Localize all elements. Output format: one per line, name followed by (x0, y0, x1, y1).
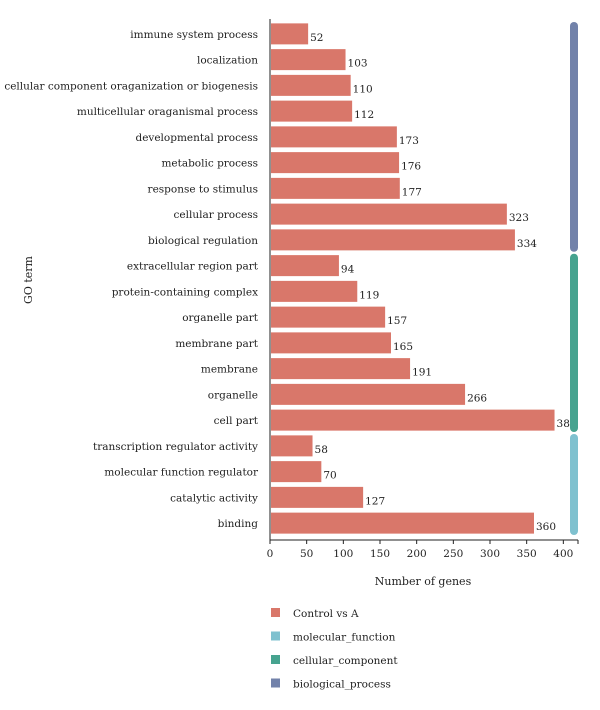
value-label-12: 165 (393, 341, 413, 353)
bar-9 (271, 255, 339, 277)
category-label-0: immune system process (130, 29, 258, 41)
bar-2 (271, 74, 351, 96)
value-label-6: 177 (402, 186, 422, 198)
bar-7 (271, 203, 507, 225)
bar-8 (271, 229, 515, 251)
legend-swatch-0 (271, 608, 280, 617)
value-label-18: 127 (365, 495, 385, 507)
value-label-10: 119 (359, 289, 379, 301)
value-label-11: 157 (387, 315, 407, 327)
value-label-1: 103 (348, 58, 368, 70)
x-tick-label-3: 150 (370, 548, 390, 560)
legend: Control vs A molecular_function cellular_c… (271, 608, 398, 691)
category-label-8: biological regulation (148, 235, 258, 247)
category-label-17: molecular function regulator (104, 467, 259, 479)
category-labels: immune system process localization cellula… (4, 29, 259, 530)
x-tick-label-6: 300 (480, 548, 500, 560)
category-label-19: binding (218, 518, 259, 530)
x-axis-title: Number of genes (375, 575, 472, 588)
category-label-14: organelle (208, 389, 258, 401)
value-label-8: 334 (517, 238, 537, 250)
category-label-18: catalytic activity (170, 492, 258, 504)
category-label-2: cellular component oraganization or biog… (4, 80, 258, 92)
value-label-7: 323 (509, 212, 529, 224)
value-label-4: 173 (399, 135, 419, 147)
bar-19 (271, 512, 534, 534)
group-bar-molecular_function (570, 434, 578, 535)
category-label-6: response to stimulus (148, 183, 258, 195)
x-tick-label-4: 200 (407, 548, 427, 560)
category-label-15: cell part (214, 415, 259, 427)
value-labels: 52 103 110 112 173 176 177 323 334 94 119 157 165 191… (310, 32, 576, 533)
legend-swatch-3 (271, 678, 280, 688)
bar-12 (271, 332, 391, 354)
value-label-2: 110 (353, 83, 373, 95)
value-label-9: 94 (341, 264, 355, 276)
bar-15 (271, 409, 555, 431)
group-bar-biological_process (570, 22, 578, 252)
bar-0 (271, 23, 309, 45)
value-label-0: 52 (310, 32, 323, 44)
y-axis-title: GO term (22, 255, 35, 303)
legend-label-1: molecular_function (293, 632, 396, 644)
group-bar-cellular_component (570, 253, 578, 432)
bar-6 (271, 177, 400, 199)
category-label-3: multicellular oraganismal process (77, 106, 258, 118)
bar-18 (271, 486, 364, 508)
legend-swatch-1 (271, 631, 280, 641)
x-tick-label-8: 400 (553, 548, 573, 560)
x-tick-label-0: 0 (267, 548, 274, 560)
value-label-3: 112 (354, 109, 374, 121)
category-label-13: membrane (201, 364, 258, 376)
value-label-13: 191 (412, 367, 432, 379)
category-label-10: protein-containing complex (112, 286, 258, 298)
x-tick-label-7: 350 (517, 548, 537, 560)
x-tick-label-1: 50 (300, 548, 313, 560)
bar-1 (271, 49, 346, 71)
bar-11 (271, 306, 386, 328)
bar-5 (271, 152, 400, 174)
legend-label-3: biological_process (293, 679, 391, 691)
category-label-12: membrane part (175, 338, 258, 350)
category-label-11: organelle part (182, 312, 259, 324)
x-axis-ticks: 0 50 100 150 200 250 300 350 400 (267, 540, 579, 560)
bar-14 (271, 383, 466, 405)
value-label-19: 360 (536, 521, 556, 533)
value-label-5: 176 (401, 161, 421, 173)
bar-13 (271, 358, 411, 380)
category-label-5: metabolic process (161, 158, 258, 170)
group-indicator-bars (570, 22, 578, 535)
category-label-4: developmental process (135, 132, 258, 144)
bar-4 (271, 126, 397, 148)
bar-17 (271, 461, 322, 483)
value-label-16: 58 (315, 444, 328, 456)
legend-label-0: Control vs A (293, 608, 359, 620)
axes: 0 50 100 150 200 250 300 350 400 (267, 19, 579, 560)
bar-3 (271, 100, 353, 122)
bars-layer (271, 23, 555, 534)
category-label-1: localization (197, 55, 258, 67)
legend-swatch-2 (271, 655, 280, 664)
x-tick-label-2: 100 (333, 548, 353, 560)
category-label-9: extracellular region part (127, 261, 259, 273)
bar-10 (271, 280, 358, 302)
value-label-17: 70 (323, 470, 336, 482)
category-label-7: cellular process (174, 209, 258, 221)
value-label-14: 266 (467, 392, 487, 404)
legend-label-2: cellular_component (293, 655, 398, 667)
category-label-16: transcription regulator activity (93, 441, 258, 453)
x-tick-label-5: 250 (443, 548, 463, 560)
bar-16 (271, 435, 313, 457)
